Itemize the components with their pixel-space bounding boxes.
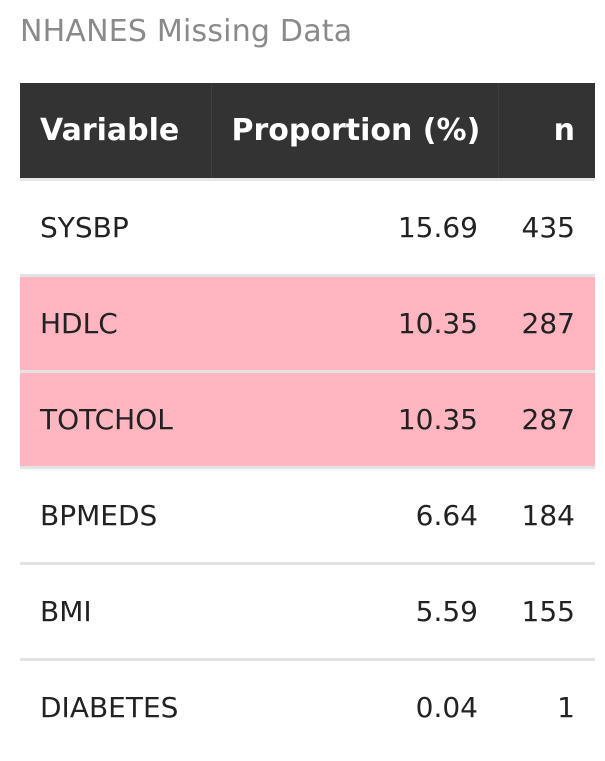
table-row: HDLC 10.35 287: [20, 275, 595, 373]
cell-n: 1: [557, 691, 575, 725]
column-header-proportion: Proportion (%): [210, 83, 498, 181]
cell-n: 155: [498, 563, 595, 661]
header-row: Variable Proportion (%) n: [20, 83, 595, 181]
cell-proportion: 6.64: [211, 467, 498, 565]
cell-variable: BMI: [20, 563, 211, 661]
cell-n: 287: [498, 275, 595, 373]
column-header-n: n: [497, 83, 595, 181]
table-row: DIABETES 0.04 1: [20, 659, 595, 755]
cell-variable: DIABETES: [40, 691, 179, 725]
table-caption: NHANES Missing Data: [20, 14, 353, 49]
cell-proportion: 15.69: [211, 179, 498, 277]
table-row: TOTCHOL 10.35 287: [20, 371, 595, 469]
cell-n: 435: [498, 179, 595, 277]
cell-variable: TOTCHOL: [20, 371, 211, 469]
cell-proportion: 5.59: [211, 563, 498, 661]
column-header-variable: Variable: [20, 83, 211, 181]
cell-proportion: 10.35: [211, 275, 498, 373]
cell-proportion: 0.04: [415, 691, 478, 725]
cell-variable: BPMEDS: [20, 467, 211, 565]
table-row: BMI 5.59 155: [20, 563, 595, 661]
table-body: SYSBP 15.69 435 HDLC 10.35 287 TOTCHOL 1…: [20, 179, 595, 755]
cell-proportion: 10.35: [211, 371, 498, 469]
cell-n: 184: [498, 467, 595, 565]
cell-variable: HDLC: [20, 275, 211, 373]
table-row: BPMEDS 6.64 184: [20, 467, 595, 565]
cell-variable: SYSBP: [20, 179, 211, 277]
table-header: Variable Proportion (%) n: [20, 83, 595, 181]
table-row: SYSBP 15.69 435: [20, 179, 595, 277]
cell-n: 287: [498, 371, 595, 469]
missing-data-table: Variable Proportion (%) n SYSBP 15.69 43…: [20, 83, 595, 755]
